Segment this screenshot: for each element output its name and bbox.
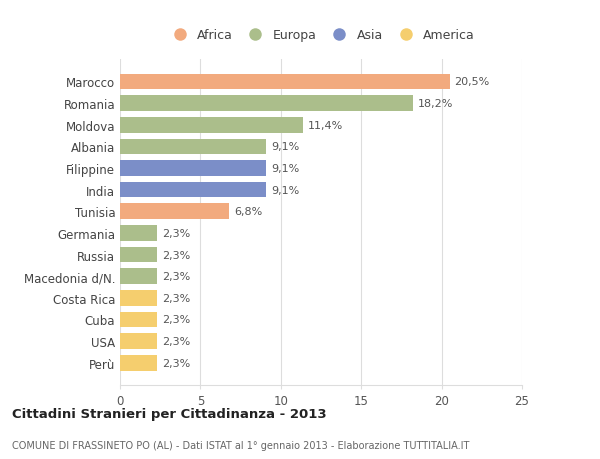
Bar [120, 334, 157, 349]
Text: 9,1%: 9,1% [271, 164, 299, 174]
Text: 2,3%: 2,3% [162, 336, 190, 347]
Text: 2,3%: 2,3% [162, 250, 190, 260]
Text: 2,3%: 2,3% [162, 293, 190, 303]
Text: 9,1%: 9,1% [271, 142, 299, 152]
Bar [120, 269, 157, 285]
Text: 18,2%: 18,2% [418, 99, 453, 109]
Bar [120, 139, 266, 155]
Text: 11,4%: 11,4% [308, 120, 343, 130]
Bar [120, 182, 266, 198]
Text: 2,3%: 2,3% [162, 315, 190, 325]
Text: 2,3%: 2,3% [162, 358, 190, 368]
Bar [120, 291, 157, 306]
Text: 2,3%: 2,3% [162, 229, 190, 238]
Bar [120, 96, 413, 112]
Bar [120, 312, 157, 328]
Text: 20,5%: 20,5% [454, 77, 490, 87]
Bar [120, 118, 304, 133]
Bar [120, 204, 229, 219]
Bar [120, 74, 449, 90]
Text: 6,8%: 6,8% [234, 207, 262, 217]
Text: COMUNE DI FRASSINETO PO (AL) - Dati ISTAT al 1° gennaio 2013 - Elaborazione TUTT: COMUNE DI FRASSINETO PO (AL) - Dati ISTA… [12, 440, 469, 450]
Bar [120, 161, 266, 176]
Text: Cittadini Stranieri per Cittadinanza - 2013: Cittadini Stranieri per Cittadinanza - 2… [12, 407, 326, 420]
Text: 2,3%: 2,3% [162, 272, 190, 281]
Bar [120, 355, 157, 371]
Legend: Africa, Europa, Asia, America: Africa, Europa, Asia, America [164, 27, 478, 45]
Text: 9,1%: 9,1% [271, 185, 299, 195]
Bar [120, 247, 157, 263]
Bar [120, 226, 157, 241]
